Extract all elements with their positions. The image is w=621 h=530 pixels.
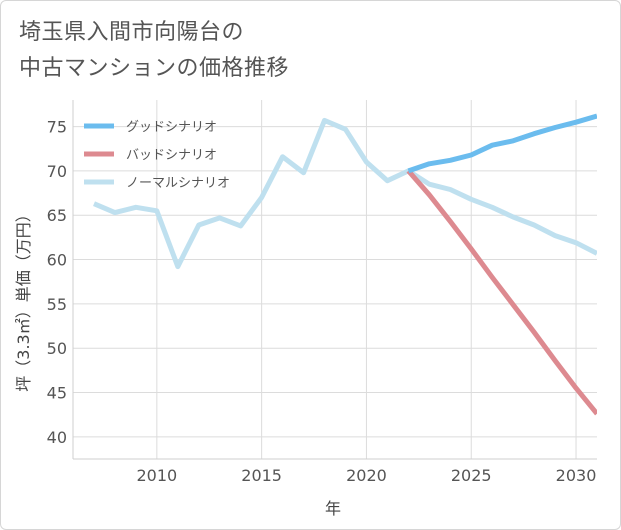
legend-bad-label: バッドシナリオ	[126, 148, 217, 163]
y-tick-label: 65	[47, 206, 67, 225]
chart-title: 埼玉県入間市向陽台の 中古マンションの価格推移	[19, 15, 289, 87]
x-tick-label: 2025	[451, 466, 492, 485]
chart-title-line-2: 中古マンションの価格推移	[19, 56, 290, 81]
y-tick-label: 75	[47, 118, 67, 137]
y-tick-label: 40	[47, 428, 67, 447]
legend-good-label: グッドシナリオ	[126, 120, 217, 135]
y-tick-label: 50	[47, 339, 67, 358]
y-tick-label: 45	[47, 384, 67, 403]
x-tick-label: 2010	[136, 466, 177, 485]
chart-title-line-1: 埼玉県入間市向陽台の	[19, 20, 245, 45]
x-axis-label: 年	[325, 499, 341, 518]
legend-normal-label: ノーマルシナリオ	[126, 176, 230, 191]
y-axis-label: 坪（3.3㎡）単価（万円）	[14, 206, 33, 391]
x-tick-label: 2030	[556, 466, 597, 485]
good-scenario-line	[407, 113, 597, 174]
grid-lines	[73, 100, 597, 459]
bad-scenario-line	[406, 169, 597, 416]
x-tick-label: 2020	[346, 466, 387, 485]
axes: 40 45 50 55 60 65 70 75 2010 2015 2020 2025 2030	[47, 100, 597, 485]
y-tick-label: 55	[47, 295, 67, 314]
x-tick-label: 2015	[241, 466, 282, 485]
normal-scenario-line	[93, 117, 597, 270]
series-lines	[93, 113, 597, 416]
y-tick-label: 70	[47, 162, 67, 181]
y-tick-label: 60	[47, 251, 67, 270]
